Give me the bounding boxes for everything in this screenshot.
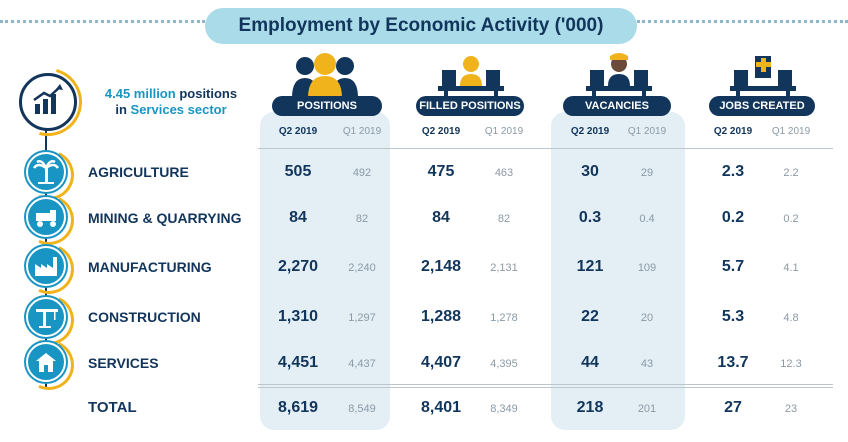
total-value: 8,619: [277, 399, 319, 416]
jobs-created-icon: [730, 56, 796, 98]
worker-desk-icon: [438, 56, 504, 98]
cell-value: 0.3: [578, 209, 602, 226]
row-label-mining: MINING & QUARRYING: [88, 210, 242, 226]
cell-value: 13.7: [717, 354, 749, 371]
cell-value: 5.7: [721, 258, 745, 275]
total-value: 8,549: [348, 403, 376, 415]
cell-value: 4,407: [420, 354, 462, 371]
row-label-total: TOTAL: [88, 399, 137, 416]
positions-q1-header: Q1 2019: [342, 126, 382, 137]
header-rule: [258, 148, 833, 149]
jobs-created-header: JOBS CREATED: [709, 96, 815, 116]
cell-value: 82: [497, 213, 511, 225]
row-label-agriculture: AGRICULTURE: [88, 164, 189, 180]
row-label-services: SERVICES: [88, 355, 159, 371]
cell-value: 4.1: [783, 262, 799, 274]
palm-tree-icon: [26, 152, 66, 192]
title-rule-left: [0, 20, 205, 23]
total-rule: [258, 384, 833, 385]
cell-value: 0.4: [639, 213, 655, 225]
jobs-q1-header: Q1 2019: [771, 126, 811, 137]
positions-highlight: [260, 112, 390, 430]
filled-positions-header: FILLED POSITIONS: [416, 96, 524, 116]
cell-value: 30: [581, 163, 599, 180]
cell-value: 4,437: [348, 358, 376, 370]
vacancies-header: VACANCIES: [563, 96, 671, 116]
services-icon: [26, 342, 66, 382]
cell-value: 463: [494, 167, 514, 179]
cell-value: 84: [432, 209, 450, 226]
filled-q1-header: Q1 2019: [484, 126, 524, 137]
cell-value: 0.2: [783, 213, 799, 225]
cell-value: 82: [355, 213, 369, 225]
cell-value: 4.8: [783, 312, 799, 324]
crane-icon: [26, 297, 66, 337]
cell-value: 2.2: [783, 167, 799, 179]
total-value: 218: [576, 399, 604, 416]
vacancies-q1-header: Q1 2019: [627, 126, 667, 137]
positions-header: POSITIONS: [272, 96, 382, 116]
cell-value: 505: [284, 163, 312, 180]
cell-value: 84: [289, 209, 307, 226]
cell-value: 1,278: [490, 312, 518, 324]
row-label-manufacturing: MANUFACTURING: [88, 259, 212, 275]
cell-value: 4,451: [277, 354, 319, 371]
total-value: 23: [784, 403, 798, 415]
people-group-icon: [292, 53, 358, 98]
vacancies-highlight: [551, 112, 685, 430]
jobs-q2-header: Q2 2019: [713, 126, 753, 137]
cell-value: 492: [352, 167, 372, 179]
cell-value: 29: [640, 167, 654, 179]
positions-q2-header: Q2 2019: [278, 126, 318, 137]
cell-value: 0.2: [721, 209, 745, 226]
mining-truck-icon: [26, 197, 66, 237]
cell-value: 12.3: [780, 358, 802, 370]
cell-value: 44: [581, 354, 599, 371]
total-value: 8,401: [420, 399, 462, 416]
total-rule: [258, 387, 833, 388]
cell-value: 2.3: [721, 163, 745, 180]
cell-value: 109: [637, 262, 657, 274]
row-label-construction: CONSTRUCTION: [88, 309, 201, 325]
cell-value: 1,288: [420, 308, 462, 325]
vacancies-q2-header: Q2 2019: [570, 126, 610, 137]
cell-value: 2,240: [348, 262, 376, 274]
total-value: 8,349: [490, 403, 518, 415]
growth-chart-icon: [19, 73, 77, 131]
page-title: Employment by Economic Activity ('000): [205, 8, 637, 44]
title-rule-right: [637, 20, 848, 23]
cell-value: 2,270: [277, 258, 319, 275]
vacant-desk-icon: [586, 53, 652, 98]
cell-value: 475: [427, 163, 455, 180]
cell-value: 2,148: [420, 258, 462, 275]
cell-value: 22: [581, 308, 599, 325]
services-callout: 4.45 million positions in Services secto…: [104, 86, 238, 117]
cell-value: 121: [576, 258, 604, 275]
cell-value: 1,310: [277, 308, 319, 325]
cell-value: 1,297: [348, 312, 376, 324]
total-value: 201: [637, 403, 657, 415]
filled-q2-header: Q2 2019: [421, 126, 461, 137]
cell-value: 2,131: [490, 262, 518, 274]
cell-value: 20: [640, 312, 654, 324]
cell-value: 4,395: [490, 358, 518, 370]
cell-value: 5.3: [721, 308, 745, 325]
total-value: 27: [724, 399, 742, 416]
cell-value: 43: [640, 358, 654, 370]
factory-icon: [26, 246, 66, 286]
